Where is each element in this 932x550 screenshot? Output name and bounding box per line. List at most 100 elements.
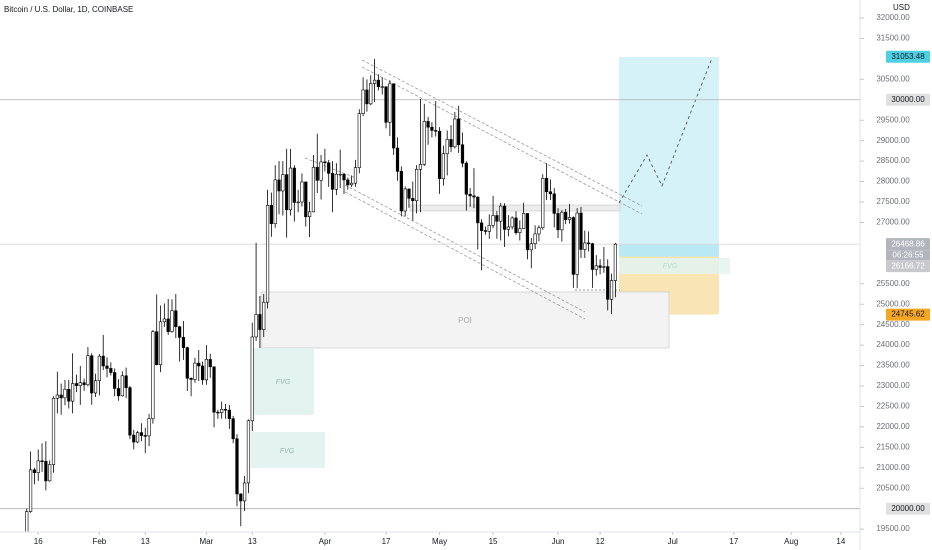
candle-body	[357, 113, 361, 168]
candle-body	[44, 460, 48, 482]
x-tick-label: 12	[596, 537, 605, 546]
candle-body	[151, 331, 155, 420]
candle-body	[437, 130, 442, 179]
candle-body	[460, 144, 465, 164]
candle-body	[158, 321, 163, 366]
candle-body	[564, 211, 568, 220]
candle-body	[518, 228, 522, 233]
candle-body	[193, 362, 197, 380]
candle-body	[376, 79, 380, 87]
candle-body	[502, 205, 507, 230]
price-label-bg	[886, 238, 930, 251]
candle-body	[407, 188, 411, 199]
candle-body	[32, 469, 36, 474]
y-tick-label: 21000.00	[876, 463, 910, 472]
candle-body	[445, 139, 449, 155]
candle-body	[430, 126, 434, 131]
candle-body	[170, 310, 174, 332]
levels	[0, 99, 860, 510]
candle-body	[361, 89, 365, 114]
candle-body	[613, 243, 617, 281]
candle-body	[308, 211, 312, 218]
candle-body	[143, 435, 147, 437]
candle-body	[189, 377, 193, 380]
candle-body	[319, 161, 323, 181]
candle-body	[537, 227, 541, 235]
candle-body	[288, 167, 293, 211]
x-tick-label: Feb	[92, 537, 106, 546]
candle-body	[388, 83, 392, 123]
candle-body	[468, 193, 472, 197]
candle-body	[113, 372, 117, 389]
candle-body	[86, 355, 90, 386]
y-tick-label: 22500.00	[876, 402, 910, 411]
y-tick-label: 25000.00	[876, 299, 910, 308]
candle-body	[162, 318, 166, 323]
y-tick-label: 19500.00	[876, 524, 910, 533]
candle-body	[109, 368, 113, 373]
candle-body	[369, 83, 373, 105]
candle-body	[227, 409, 231, 420]
price-label: 26166.72	[891, 261, 925, 270]
x-tick-label: Apr	[319, 537, 332, 546]
channel-line	[361, 59, 643, 207]
candle-body	[67, 388, 71, 402]
candle-body	[380, 86, 384, 88]
price-label: 26468.86	[891, 239, 925, 248]
y-tick-label: 27500.00	[876, 197, 910, 206]
candle-body	[281, 174, 285, 192]
candle-body	[598, 265, 602, 268]
candle-body	[51, 397, 56, 465]
candle-body	[55, 394, 59, 399]
price-label: 30000.00	[891, 95, 925, 104]
y-tick-label: 24000.00	[876, 340, 910, 349]
candle-body	[327, 162, 331, 174]
candle-body	[418, 164, 423, 170]
candle-body	[483, 230, 488, 232]
candle-body	[116, 388, 121, 397]
y-tick-label: 27000.00	[876, 218, 910, 227]
candle-body	[269, 204, 273, 224]
candle-body	[36, 460, 40, 474]
candle-body	[342, 173, 346, 181]
candle-body	[541, 177, 545, 229]
candle-body	[220, 409, 224, 413]
candle-body	[139, 432, 144, 436]
candle-body	[334, 173, 338, 190]
candle-body	[384, 86, 388, 123]
channel-line	[344, 184, 586, 313]
candle-body	[590, 243, 595, 270]
candle-body	[273, 179, 277, 224]
y-tick-label: 29500.00	[876, 115, 910, 124]
candle-body	[97, 355, 101, 382]
candle-body	[587, 242, 591, 245]
candle-body	[491, 215, 495, 226]
candle-body	[132, 434, 136, 443]
currency-label: USD	[893, 3, 910, 12]
candle-body	[476, 196, 480, 224]
candle-body	[464, 162, 468, 195]
candle-body	[304, 181, 308, 218]
plot-area: POI FVG FVG FVG	[0, 57, 860, 532]
price-label: 31053.48	[891, 52, 925, 61]
candle-body	[457, 118, 461, 146]
x-tick-label: Mar	[200, 537, 214, 546]
poi-zone	[260, 291, 670, 349]
candle-body	[243, 482, 247, 502]
fvg-zone	[619, 258, 730, 274]
candle-body	[338, 173, 342, 176]
candle-body	[529, 243, 533, 251]
candle-body	[487, 225, 491, 232]
y-tick-label: 23500.00	[876, 361, 910, 370]
y-tick-label: 20500.00	[876, 483, 910, 492]
price-labels: 31053.48 30000.00 26468.86 06:26:55 26166.72…	[886, 50, 930, 515]
candle-body	[265, 204, 270, 303]
channel-line	[361, 66, 643, 215]
candle-body	[392, 83, 396, 149]
x-tick-label: 15	[489, 537, 498, 546]
candle-body	[533, 233, 537, 245]
candle-body	[571, 217, 575, 275]
candle-body	[403, 188, 407, 212]
candle-body	[372, 79, 377, 84]
